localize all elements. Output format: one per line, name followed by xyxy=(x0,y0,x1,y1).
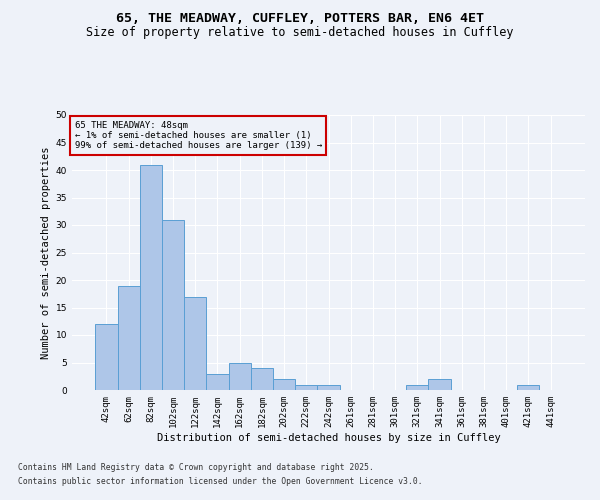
Bar xyxy=(206,374,229,390)
Bar xyxy=(317,384,340,390)
Text: Contains HM Land Registry data © Crown copyright and database right 2025.: Contains HM Land Registry data © Crown c… xyxy=(18,464,374,472)
Bar xyxy=(273,379,295,390)
Bar xyxy=(184,296,206,390)
Bar xyxy=(162,220,184,390)
Text: Size of property relative to semi-detached houses in Cuffley: Size of property relative to semi-detach… xyxy=(86,26,514,39)
Bar xyxy=(428,379,451,390)
Bar xyxy=(118,286,140,390)
Bar xyxy=(229,362,251,390)
X-axis label: Distribution of semi-detached houses by size in Cuffley: Distribution of semi-detached houses by … xyxy=(157,432,500,442)
Bar xyxy=(406,384,428,390)
Text: 65 THE MEADWAY: 48sqm
← 1% of semi-detached houses are smaller (1)
99% of semi-d: 65 THE MEADWAY: 48sqm ← 1% of semi-detac… xyxy=(74,120,322,150)
Text: Contains public sector information licensed under the Open Government Licence v3: Contains public sector information licen… xyxy=(18,477,422,486)
Bar xyxy=(140,164,162,390)
Text: 65, THE MEADWAY, CUFFLEY, POTTERS BAR, EN6 4ET: 65, THE MEADWAY, CUFFLEY, POTTERS BAR, E… xyxy=(116,12,484,26)
Bar xyxy=(517,384,539,390)
Bar xyxy=(251,368,273,390)
Bar xyxy=(295,384,317,390)
Bar xyxy=(95,324,118,390)
Y-axis label: Number of semi-detached properties: Number of semi-detached properties xyxy=(41,146,52,359)
